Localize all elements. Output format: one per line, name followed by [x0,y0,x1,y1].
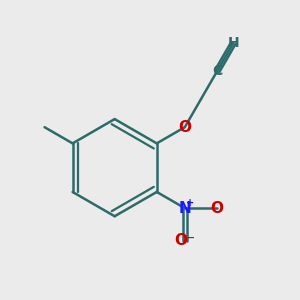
Text: O⁻: O⁻ [174,233,195,248]
Text: O: O [178,120,191,135]
Text: +: + [186,198,194,208]
Text: O: O [211,201,224,216]
Text: C: C [212,64,222,78]
Text: N: N [178,201,191,216]
Text: H: H [228,36,239,50]
